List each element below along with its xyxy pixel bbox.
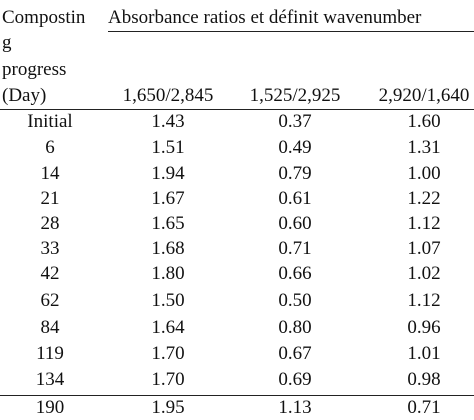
cell: 0.69 <box>278 369 312 390</box>
cell: 0.71 <box>278 238 312 259</box>
cell: 0.49 <box>278 137 312 158</box>
cell: 1.31 <box>407 137 441 158</box>
cell: 0.71 <box>407 397 441 418</box>
cell: 1.07 <box>407 238 441 259</box>
row-label: 62 <box>40 290 60 311</box>
group-rule <box>108 31 474 32</box>
cell: 1.67 <box>151 188 185 209</box>
row-rule <box>0 395 474 396</box>
group-header: Absorbance ratios et définit wavenumber <box>108 7 422 28</box>
cell: 0.67 <box>278 343 312 364</box>
row-label: 14 <box>40 163 60 184</box>
cell: 1.65 <box>151 213 185 234</box>
cell: 1.64 <box>151 317 185 338</box>
cell: 1.12 <box>407 213 441 234</box>
cell: 0.50 <box>278 290 312 311</box>
cell: 1.50 <box>151 290 185 311</box>
cell: 1.95 <box>151 397 185 418</box>
cell: 1.80 <box>151 263 185 284</box>
cell: 1.70 <box>151 343 185 364</box>
column-header: 1,650/2,845 <box>122 85 214 106</box>
row-label: 33 <box>40 238 60 259</box>
cell: 0.96 <box>407 317 441 338</box>
cell: 0.98 <box>407 369 441 390</box>
column-header: 2,920/1,640 <box>378 85 470 106</box>
column-header: 1,525/2,925 <box>249 85 341 106</box>
stub-header: Compostin <box>2 7 86 28</box>
row-label: 6 <box>45 137 55 158</box>
stub-header: (Day) <box>2 85 47 106</box>
cell: 1.70 <box>151 369 185 390</box>
cell: 1.02 <box>407 263 441 284</box>
cell: 1.22 <box>407 188 441 209</box>
cell: 1.60 <box>407 111 441 132</box>
row-label: 119 <box>36 343 64 364</box>
row-label: 84 <box>40 317 60 338</box>
cell: 0.61 <box>278 188 312 209</box>
row-label: 190 <box>35 397 65 418</box>
row-label: Initial <box>27 111 73 132</box>
stub-header: progress <box>2 59 67 80</box>
cell: 0.60 <box>278 213 312 234</box>
cell: 1.51 <box>151 137 185 158</box>
cell: 0.66 <box>278 263 312 284</box>
cell: 1.68 <box>151 238 185 259</box>
cell: 1.13 <box>278 397 312 418</box>
cell: 1.94 <box>151 163 185 184</box>
cell: 0.80 <box>278 317 312 338</box>
row-label: 28 <box>40 213 60 234</box>
row-label: 134 <box>35 369 65 390</box>
cell: 0.37 <box>278 111 312 132</box>
cell: 1.01 <box>407 343 441 364</box>
row-label: 42 <box>40 263 60 284</box>
cell: 0.79 <box>278 163 312 184</box>
row-label: 21 <box>40 188 60 209</box>
cell: 1.43 <box>151 111 185 132</box>
cell: 1.12 <box>407 290 441 311</box>
stub-header: g <box>2 32 12 53</box>
header-rule <box>0 109 474 110</box>
cell: 1.00 <box>407 163 441 184</box>
